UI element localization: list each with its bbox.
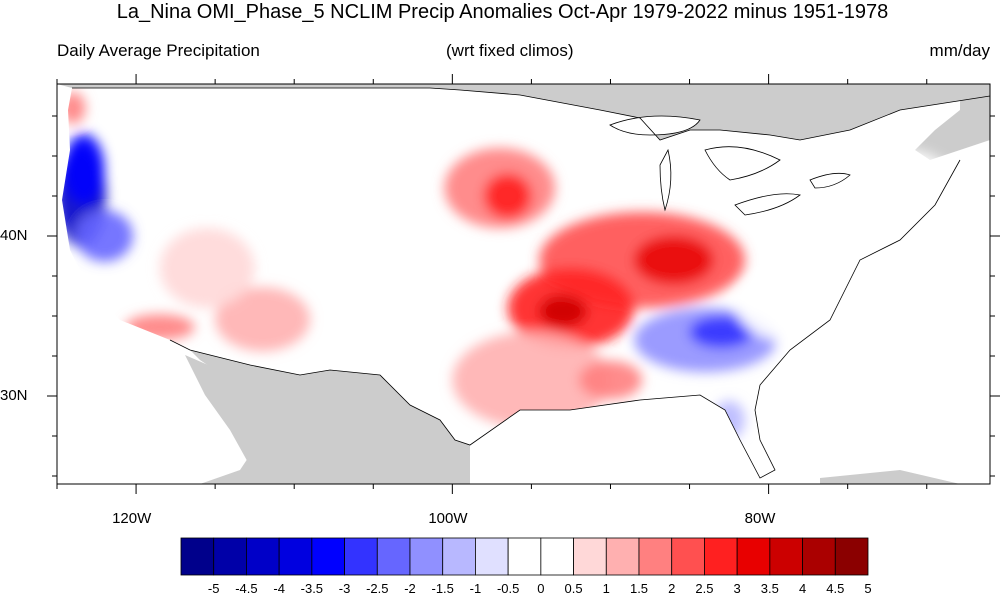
colorbar-swatch: [638, 537, 673, 576]
colorbar-swatch: [376, 537, 411, 576]
colorbar-tick-label: 5: [864, 581, 872, 596]
colorbar: [180, 537, 869, 576]
colorbar-swatch: [409, 537, 444, 576]
us-canada-border: [72, 87, 990, 141]
anomaly-georgia-core: [689, 316, 753, 348]
colorbar-tick-label: 3: [733, 581, 741, 596]
y-tick-label: 30N: [0, 387, 28, 404]
colorbar-tick-label: 2.5: [695, 581, 714, 596]
lake-michigan: [659, 148, 672, 212]
colorbar-swatch: [475, 537, 509, 576]
colorbar-tick-label: -5: [207, 581, 220, 596]
colorbar-swatch: [573, 537, 607, 576]
units-label: mm/day: [929, 41, 990, 60]
colorbar-swatch: [834, 537, 869, 576]
x-tick-label: 120W: [112, 510, 152, 527]
anomaly-mississippi: [578, 360, 643, 400]
anomaly-n-california-wet: [75, 210, 133, 262]
map-title: La_Nina OMI_Phase_5 NCLIM Precip Anomali…: [116, 1, 889, 23]
lake-ontario: [809, 172, 851, 189]
precip-anomaly-field: [62, 92, 959, 440]
axis-ticks: [47, 74, 1000, 494]
colorbar-tick-label: -2.5: [366, 581, 389, 596]
canada-east-land: [915, 84, 990, 160]
baja-land: [185, 355, 275, 475]
colorbar-tick-label: -3: [338, 581, 351, 596]
anomaly-oregon-coast-wet: [63, 133, 105, 204]
colorbar-swatch: [180, 537, 215, 576]
colorbar-swatch: [736, 537, 771, 576]
anomaly-arizona: [215, 287, 311, 352]
colorbar-tick-label: 1: [602, 581, 610, 596]
colorbar-swatch: [213, 537, 247, 576]
colorbar-swatch: [246, 537, 280, 576]
anomaly-arkansas-core: [539, 295, 587, 328]
anomaly-nevada: [159, 228, 255, 308]
colorbar-swatch: [344, 537, 378, 576]
x-tick-label: 80W: [744, 510, 776, 527]
anomaly-central-rockies-dry: [262, 148, 358, 212]
colorbar-tick-label: -3.5: [300, 581, 324, 596]
canada-land: [57, 84, 990, 140]
colorbar-swatch: [507, 537, 542, 576]
colorbar-tick-label: -4.5: [235, 581, 258, 596]
colorbar-swatch: [311, 537, 345, 576]
great-lakes: [609, 115, 851, 216]
colorbar-tick-label: 0: [537, 581, 545, 596]
colorbar-swatch: [802, 537, 836, 576]
y-tick-label: 40N: [0, 227, 28, 244]
colorbar-tick-label: 0.5: [564, 581, 583, 596]
colorbar-tick-label: -2: [404, 581, 416, 596]
lake-superior: [609, 115, 701, 136]
outside-land: [57, 84, 990, 484]
colorbar-swatch: [704, 537, 738, 576]
map-border: [56, 83, 991, 485]
anomaly-texas-louisiana: [452, 332, 611, 428]
colorbar-tick-label: -4: [273, 581, 285, 596]
colorbar-tick-label: -0.5: [496, 581, 520, 596]
anomaly-new-england: [831, 148, 959, 228]
colorbar-tick-label: 4.5: [826, 581, 845, 596]
mexico-land: [57, 350, 470, 484]
anomaly-south-dakota-core: [483, 173, 532, 219]
anomaly-kentucky-core: [634, 236, 714, 284]
x-tick-label: 100W: [428, 510, 468, 527]
colorbar-tick-label: 4: [798, 581, 807, 596]
us-coastline: [169, 159, 961, 479]
colorbar-tick-label: -1.5: [431, 581, 454, 596]
colorbar-swatch: [671, 537, 705, 576]
lake-erie: [734, 193, 801, 216]
subtitle-left: Daily Average Precipitation: [57, 41, 260, 60]
colorbar-swatch: [278, 537, 313, 576]
colorbar-swatch: [442, 537, 476, 576]
colorbar-tick-label: 1.5: [629, 581, 649, 596]
colorbar-tick-label: -1: [469, 581, 482, 596]
colorbar-tick-label: 2: [668, 581, 676, 596]
anomaly-carolinas: [736, 276, 832, 340]
colorbar-swatch: [769, 537, 803, 576]
cuba-land: [820, 470, 960, 484]
lake-huron: [704, 146, 781, 181]
colorbar-swatch: [605, 537, 640, 576]
subtitle-center: (wrt fixed climos): [446, 41, 574, 60]
colorbar-tick-label: 3.5: [760, 581, 779, 596]
colorbar-swatch: [540, 537, 574, 576]
